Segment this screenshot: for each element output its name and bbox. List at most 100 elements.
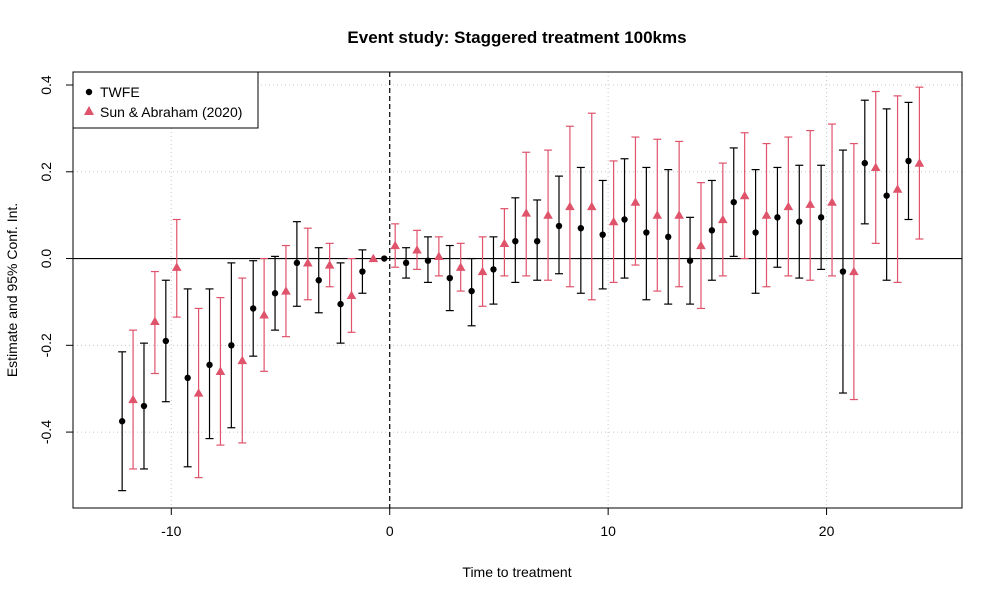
point-twfe-33 [839,268,847,275]
point-twfe-18 [512,237,519,245]
legend-marker-twfe [85,88,93,96]
y-tick-label-2: 0.0 [38,249,54,269]
point-sun-abraham-17 [499,238,510,247]
point-sun-abraham-27 [718,214,728,224]
y-tick-label-1: -0.2 [38,333,54,357]
x-tick-label-2: 10 [600,523,616,539]
x-axis-label: Time to treatment [462,564,571,580]
point-sun-abraham-26 [696,240,706,250]
point-twfe-7 [271,290,279,297]
point-twfe-16 [468,287,475,295]
point-sun-abraham-14 [434,251,444,260]
y-tick-label-3: 0.2 [38,162,54,182]
point-twfe-30 [774,214,781,221]
point-twfe-19 [533,237,541,245]
grid-lines [73,72,962,508]
series-sun-abraham [128,86,925,479]
legend: TWFE Sun & Abraham (2020) [72,71,259,129]
point-sun-abraham-10 [346,290,357,300]
point-sun-abraham-2 [171,262,182,271]
data-marks [118,86,925,492]
point-sun-abraham-23 [630,197,641,206]
point-sun-abraham-32 [827,197,837,206]
legend-label-sun-abraham: Sun & Abraham (2020) [100,104,242,120]
point-sun-abraham-19 [543,210,553,219]
point-sun-abraham-28 [739,190,750,200]
point-twfe-34 [861,159,868,167]
point-sun-abraham-36 [914,158,925,167]
y-axis: -0.4 -0.2 0.0 0.2 0.4 [38,75,73,444]
point-twfe-25 [665,233,672,241]
point-twfe-32 [817,214,825,221]
point-twfe-27 [708,227,716,234]
point-sun-abraham-8 [303,258,313,267]
legend-box [72,71,259,129]
point-twfe-9 [315,277,322,284]
point-twfe-36 [905,157,912,165]
point-twfe-12 [381,255,388,262]
point-sun-abraham-3 [193,388,204,397]
point-sun-abraham-0 [128,394,138,404]
series-twfe [118,99,913,492]
point-twfe-11 [359,268,366,275]
point-twfe-10 [337,300,344,308]
x-axis: -10 0 10 20 [161,508,835,539]
point-twfe-29 [752,229,759,236]
point-twfe-31 [796,218,803,225]
legend-label-twfe: TWFE [100,84,140,100]
point-sun-abraham-34 [870,162,881,172]
point-twfe-28 [730,198,737,206]
point-sun-abraham-22 [608,216,619,226]
point-twfe-21 [577,224,585,232]
point-twfe-14 [424,257,432,264]
point-sun-abraham-12 [390,240,400,250]
point-sun-abraham-29 [761,210,772,219]
point-twfe-6 [250,305,257,312]
y-tick-label-4: 0.4 [38,75,54,95]
x-tick-label-3: 20 [819,523,835,539]
point-twfe-8 [293,259,301,267]
point-twfe-0 [118,418,126,425]
point-twfe-24 [643,229,650,236]
point-twfe-4 [206,361,213,369]
point-sun-abraham-1 [150,316,160,326]
point-sun-abraham-35 [892,184,903,193]
point-twfe-17 [490,266,497,273]
point-sun-abraham-4 [215,366,226,375]
y-axis-label: Estimate and 95% Conf. Int. [4,203,20,377]
plot-frame [72,71,963,509]
point-sun-abraham-20 [565,201,575,211]
y-tick-label-0: -0.4 [38,420,54,444]
point-sun-abraham-11 [368,253,379,263]
x-tick-label-1: 0 [386,523,394,539]
point-sun-abraham-6 [259,310,269,319]
reference-lines [73,72,962,508]
point-sun-abraham-16 [477,266,488,276]
point-twfe-15 [446,274,453,282]
point-sun-abraham-31 [805,199,815,208]
point-twfe-2 [162,337,170,345]
point-twfe-3 [184,374,191,382]
point-sun-abraham-9 [324,260,335,269]
point-sun-abraham-5 [237,355,248,365]
point-sun-abraham-25 [674,210,684,219]
legend-marker-sun-abraham [84,106,94,115]
point-twfe-13 [402,259,410,267]
chart-title: Event study: Staggered treatment 100kms [347,28,686,47]
point-sun-abraham-33 [849,266,859,276]
point-twfe-26 [686,257,694,264]
point-sun-abraham-18 [521,208,532,217]
point-twfe-23 [621,216,628,223]
point-twfe-5 [228,342,235,349]
point-twfe-20 [555,222,563,230]
x-tick-label-0: -10 [161,523,181,539]
point-twfe-1 [140,402,148,410]
point-sun-abraham-24 [652,210,663,219]
point-sun-abraham-30 [783,201,794,211]
point-sun-abraham-15 [455,262,466,271]
point-twfe-22 [599,231,606,238]
point-twfe-35 [883,192,890,199]
point-sun-abraham-21 [586,201,597,211]
point-sun-abraham-7 [281,286,291,295]
